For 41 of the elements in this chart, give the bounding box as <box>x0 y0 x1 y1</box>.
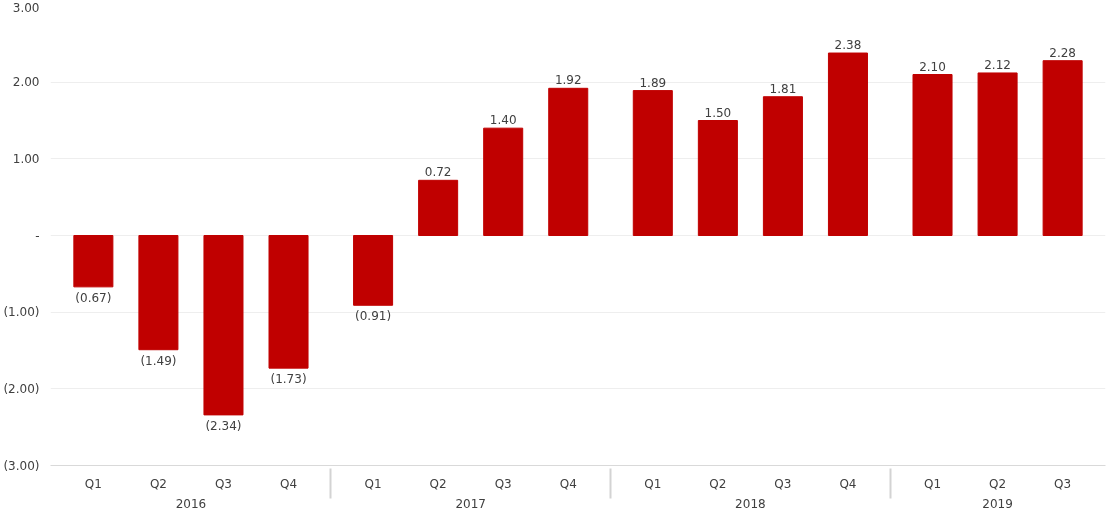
data-label: (1.73) <box>270 372 307 387</box>
x-tick-label: Q2 <box>709 476 727 491</box>
x-tick-label: Q1 <box>923 476 942 491</box>
data-label: 2.12 <box>984 57 1011 72</box>
data-label: 1.40 <box>489 113 517 128</box>
x-tick-label: Q3 <box>214 476 233 491</box>
x-tick-label: Q3 <box>774 476 792 491</box>
x-tick-label: Q3 <box>1054 476 1072 491</box>
y-tick-label: (1.00) <box>3 305 40 320</box>
x-tick-label: Q3 <box>494 476 512 491</box>
x-tick-label: Q2 <box>989 476 1007 491</box>
x-tick-label: Q1 <box>84 476 102 491</box>
x-tick-label: Q2 <box>429 476 447 491</box>
y-tick-label: - <box>35 228 40 243</box>
data-label: 2.28 <box>1049 45 1076 60</box>
text: 2017 <box>455 496 486 511</box>
data-label: 0.72 <box>424 165 452 180</box>
x-tick-label: Q4 <box>279 476 298 491</box>
text: 2016 <box>175 496 207 511</box>
data-label: 2.38 <box>834 38 862 53</box>
data-label: (0.67) <box>75 290 112 305</box>
data-label: 2.10 <box>919 59 946 74</box>
y-tick-label: (2.00) <box>3 381 40 396</box>
x-tick-label: Q2 <box>149 476 167 491</box>
data-label: 1.89 <box>639 75 667 90</box>
y-tick-label: 2.00 <box>12 75 40 90</box>
y-tick-label: (3.00) <box>3 458 40 473</box>
data-label: (2.34) <box>205 418 242 433</box>
data-label: 1.92 <box>554 73 582 88</box>
text: 2018 <box>735 496 766 511</box>
data-label: 1.50 <box>704 105 732 120</box>
x-tick-label: Q4 <box>559 476 577 491</box>
data-label: (0.91) <box>355 309 392 324</box>
x-tick-label: Q4 <box>839 476 857 491</box>
y-tick-label: 3.00 <box>12 0 40 15</box>
data-label: 1.81 <box>769 81 797 96</box>
x-tick-label: Q1 <box>364 476 382 491</box>
text: 2019 <box>982 496 1013 511</box>
y-tick-label: 1.00 <box>12 151 40 166</box>
x-tick-label: Q1 <box>644 476 662 491</box>
data-label: (1.49) <box>140 353 177 368</box>
